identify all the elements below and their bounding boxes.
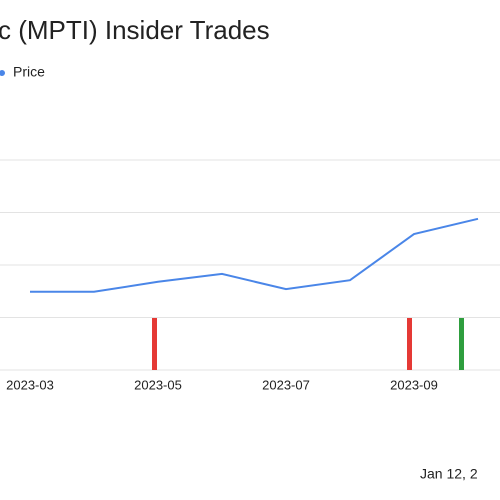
legend-swatch [0, 70, 5, 76]
x-tick-label: 2023-09 [390, 377, 438, 392]
price-line [30, 217, 479, 293]
footer-date: Jan 12, 2 [420, 466, 478, 482]
x-tick-label: 2023-05 [134, 377, 182, 392]
x-tick-label: 2023-07 [262, 377, 310, 392]
trade-sell [407, 318, 412, 370]
trade-buy [459, 318, 464, 370]
x-tick-label: 2023-03 [6, 377, 54, 392]
legend-label: Price [13, 64, 45, 80]
trade-sell [152, 318, 157, 370]
chart-title: c (MPTI) Insider Trades [0, 15, 270, 45]
